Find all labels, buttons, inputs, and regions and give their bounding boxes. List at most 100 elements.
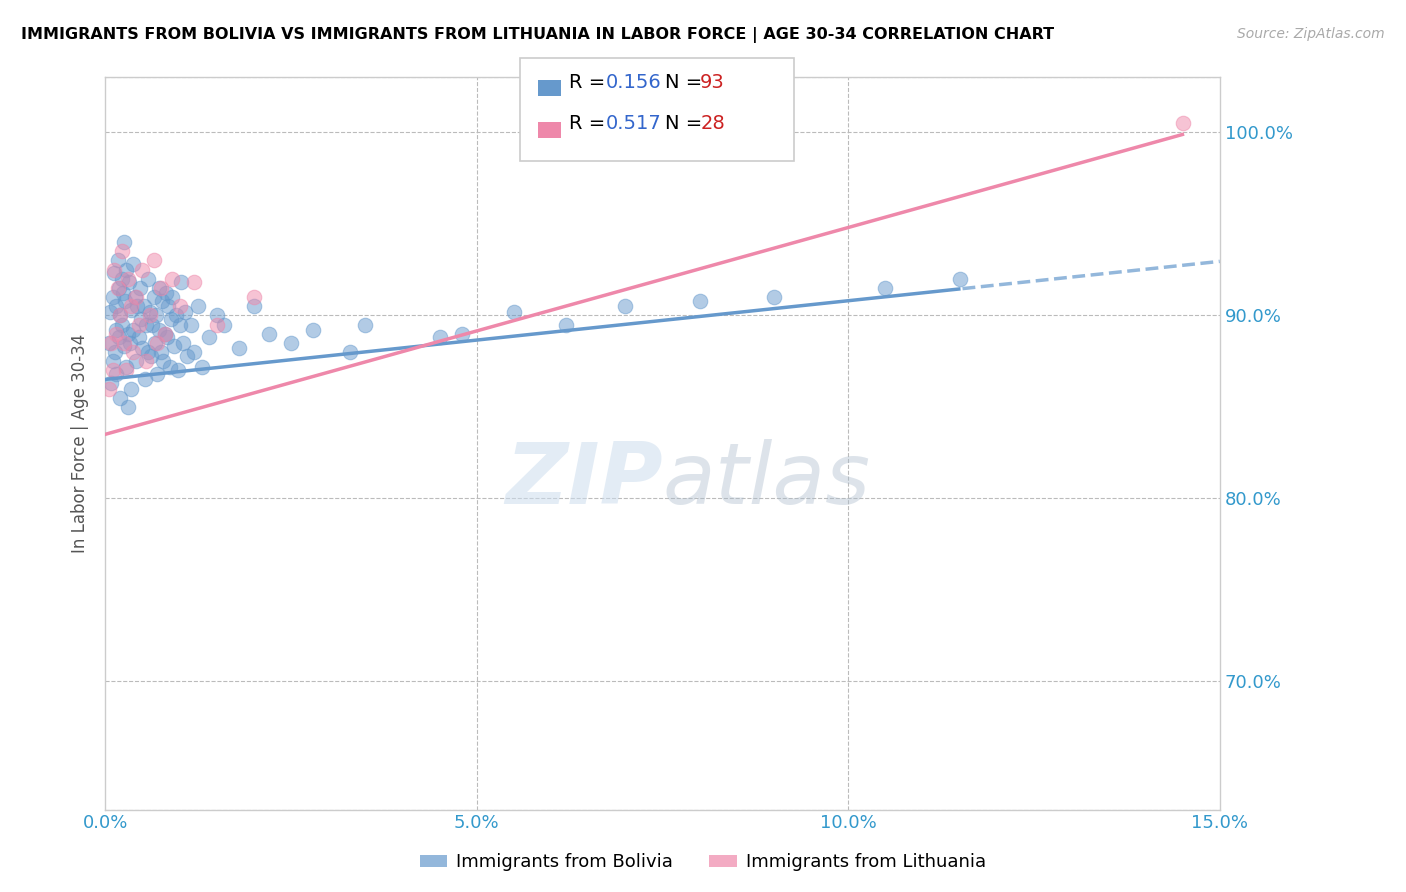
Point	[136, 345, 159, 359]
Point	[176, 349, 198, 363]
Point	[135, 318, 157, 332]
Point	[115, 359, 138, 374]
Point	[148, 281, 170, 295]
Point	[159, 359, 181, 374]
Point	[118, 335, 141, 350]
Point	[762, 290, 785, 304]
Point	[165, 309, 187, 323]
Text: N =: N =	[665, 113, 709, 133]
Point	[136, 272, 159, 286]
Point	[142, 253, 165, 268]
Point	[103, 262, 125, 277]
Point	[120, 299, 142, 313]
Point	[228, 341, 250, 355]
Point	[129, 281, 152, 295]
Point	[689, 293, 711, 308]
Point	[141, 318, 163, 332]
Point	[174, 304, 197, 318]
Point	[135, 354, 157, 368]
Point	[148, 323, 170, 337]
Text: 0.517: 0.517	[606, 113, 662, 133]
Point	[142, 290, 165, 304]
Point	[101, 290, 124, 304]
Point	[949, 272, 972, 286]
Point	[115, 363, 138, 377]
Point	[112, 339, 135, 353]
Point	[110, 272, 132, 286]
Text: N =: N =	[665, 72, 709, 92]
Point	[159, 312, 181, 326]
Point	[122, 323, 145, 337]
Point	[205, 309, 228, 323]
Point	[104, 299, 127, 313]
Point	[169, 299, 191, 313]
Point	[614, 299, 637, 313]
Legend: Immigrants from Bolivia, Immigrants from Lithuania: Immigrants from Bolivia, Immigrants from…	[413, 847, 993, 879]
Text: 28: 28	[700, 113, 725, 133]
Point	[115, 262, 138, 277]
Point	[153, 326, 176, 341]
Point	[146, 335, 169, 350]
Point	[97, 382, 120, 396]
Point	[145, 309, 167, 323]
Point	[205, 318, 228, 332]
Point	[105, 367, 128, 381]
Point	[108, 391, 131, 405]
Point	[212, 318, 235, 332]
Point	[112, 286, 135, 301]
Point	[139, 309, 162, 323]
Point	[170, 276, 193, 290]
Point	[243, 290, 266, 304]
Point	[339, 345, 361, 359]
Point	[180, 318, 202, 332]
Point	[117, 326, 139, 341]
Text: IMMIGRANTS FROM BOLIVIA VS IMMIGRANTS FROM LITHUANIA IN LABOR FORCE | AGE 30-34 : IMMIGRANTS FROM BOLIVIA VS IMMIGRANTS FR…	[21, 27, 1054, 43]
Point	[160, 272, 183, 286]
Point	[121, 257, 143, 271]
Point	[104, 345, 127, 359]
Point	[112, 335, 135, 350]
Y-axis label: In Labor Force | Age 30-34: In Labor Force | Age 30-34	[72, 334, 89, 553]
Point	[155, 286, 177, 301]
Point	[107, 281, 129, 295]
Point	[167, 363, 190, 377]
Point	[183, 276, 205, 290]
Point	[125, 354, 148, 368]
Point	[198, 330, 221, 344]
Point	[100, 335, 122, 350]
Point	[153, 326, 176, 341]
Point	[131, 262, 153, 277]
Point	[131, 341, 153, 355]
Point	[127, 299, 149, 313]
Point	[100, 304, 122, 318]
Point	[191, 359, 214, 374]
Point	[143, 335, 166, 350]
Point	[110, 244, 132, 259]
Text: 0.156: 0.156	[606, 72, 662, 92]
Text: R =: R =	[569, 113, 612, 133]
Point	[101, 363, 124, 377]
Point	[118, 276, 141, 290]
Point	[125, 290, 148, 304]
Point	[162, 339, 184, 353]
Point	[111, 318, 134, 332]
Point	[108, 309, 131, 323]
Point	[243, 299, 266, 313]
Point	[117, 272, 139, 286]
Point	[187, 299, 209, 313]
Point	[450, 326, 472, 341]
Point	[100, 376, 122, 390]
Text: R =: R =	[569, 72, 612, 92]
Text: atlas: atlas	[662, 439, 870, 522]
Text: Source: ZipAtlas.com: Source: ZipAtlas.com	[1237, 27, 1385, 41]
Point	[172, 335, 194, 350]
Point	[105, 326, 128, 341]
Point	[105, 323, 128, 337]
Point	[156, 330, 179, 344]
Text: 93: 93	[700, 72, 725, 92]
Point	[128, 318, 150, 332]
Point	[101, 354, 124, 368]
Point	[134, 372, 156, 386]
Point	[875, 281, 897, 295]
Point	[97, 335, 120, 350]
